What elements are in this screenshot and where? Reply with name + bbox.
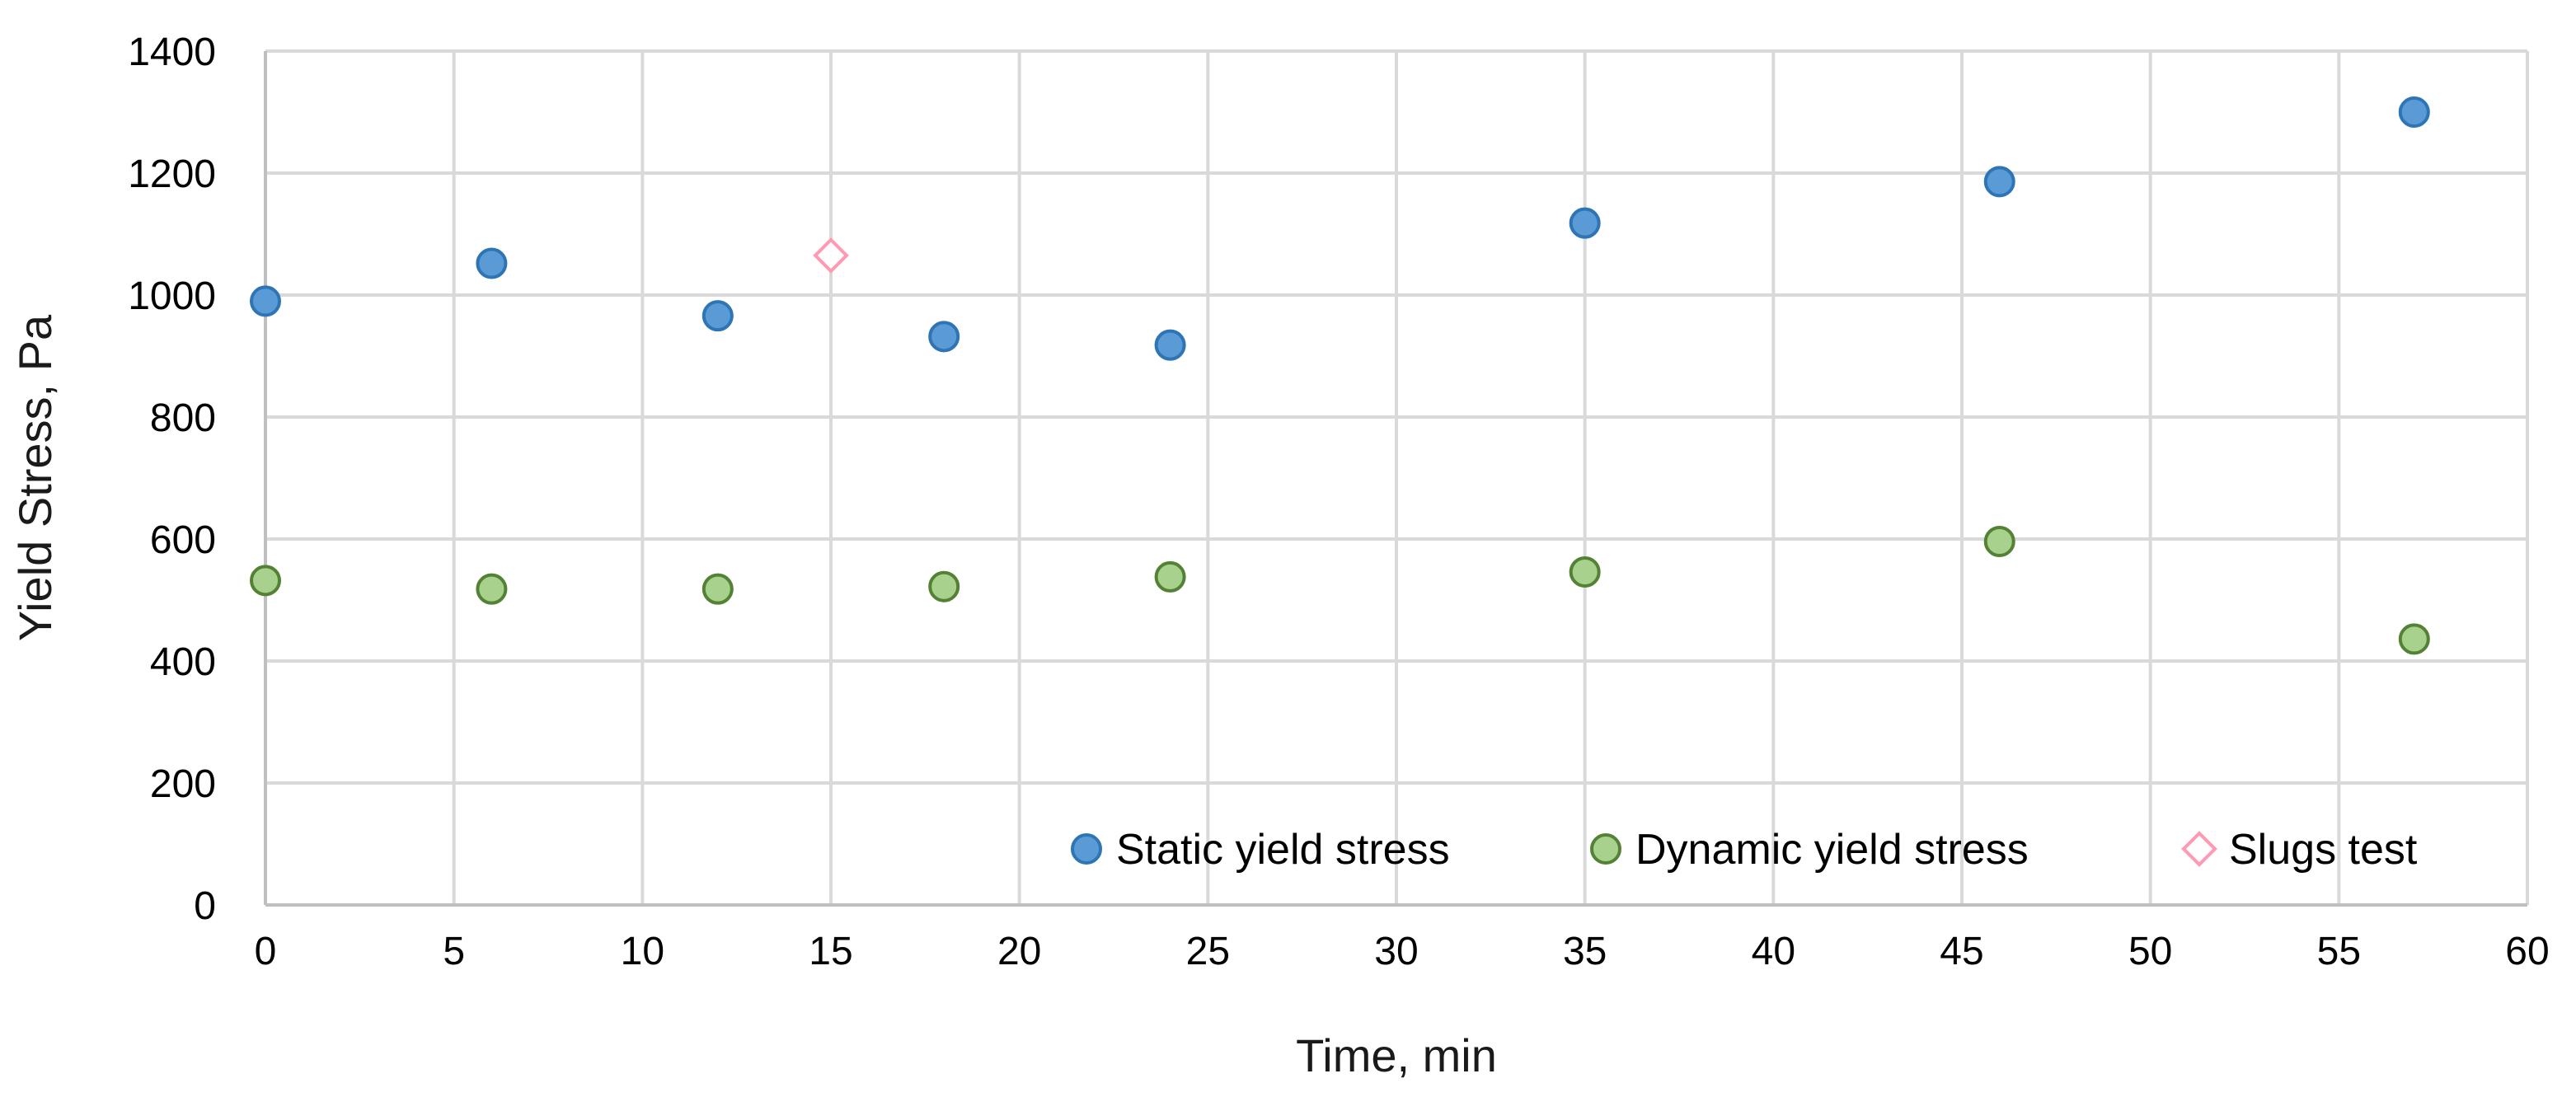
y-axis-ticks: 0 200 400 600 800 1000 1200 1400 bbox=[128, 30, 216, 928]
x-tick-label: 25 bbox=[1186, 930, 1230, 973]
x-axis-ticks: 0 5 10 15 20 25 30 35 40 45 50 55 60 bbox=[255, 930, 2550, 973]
series-1-point bbox=[476, 573, 508, 605]
axes bbox=[264, 51, 2527, 907]
series-0-point bbox=[1569, 207, 1601, 239]
series-0-point bbox=[928, 321, 960, 353]
y-axis-title: Yield Stress, Pa bbox=[9, 314, 61, 641]
series-1-point bbox=[1154, 560, 1186, 593]
x-axis-title: Time, min bbox=[1296, 1029, 1497, 1081]
legend-label-0: Static yield stress bbox=[1116, 826, 1450, 874]
series-0-point bbox=[1983, 166, 2015, 198]
legend-label-1: Dynamic yield stress bbox=[1635, 826, 2029, 874]
grid bbox=[264, 49, 2529, 907]
series-1-point bbox=[928, 570, 960, 602]
x-tick-label: 10 bbox=[621, 930, 664, 973]
y-tick-label: 200 bbox=[150, 762, 216, 806]
y-tick-label: 800 bbox=[150, 396, 216, 440]
y-tick-label: 400 bbox=[150, 640, 216, 684]
legend: Static yield stress Dynamic yield stress S… bbox=[1071, 826, 2418, 874]
series-0-point bbox=[701, 300, 734, 332]
series-1-point bbox=[2398, 623, 2430, 655]
y-tick-label: 1400 bbox=[128, 30, 216, 74]
data-points bbox=[250, 96, 2430, 655]
x-tick-label: 20 bbox=[997, 930, 1041, 973]
x-tick-label: 0 bbox=[255, 930, 277, 973]
series-1-point bbox=[1983, 525, 2015, 557]
legend-label-2: Slugs test bbox=[2229, 826, 2418, 874]
y-tick-label: 600 bbox=[150, 518, 216, 562]
series-0-point bbox=[250, 285, 281, 317]
x-tick-label: 35 bbox=[1563, 930, 1607, 973]
x-tick-label: 15 bbox=[809, 930, 852, 973]
series-1-point bbox=[1569, 556, 1601, 588]
series-1-point bbox=[701, 573, 734, 605]
series-0-point bbox=[476, 247, 508, 279]
x-tick-label: 45 bbox=[1940, 930, 1983, 973]
x-tick-label: 30 bbox=[1374, 930, 1418, 973]
x-tick-label: 60 bbox=[2505, 930, 2549, 973]
legend-marker-0 bbox=[1071, 833, 1102, 865]
series-0-point bbox=[2398, 96, 2430, 128]
y-tick-label: 1200 bbox=[128, 152, 216, 196]
x-tick-label: 55 bbox=[2317, 930, 2361, 973]
y-tick-label: 0 bbox=[194, 884, 216, 928]
series-1-point bbox=[250, 565, 281, 597]
y-tick-label: 1000 bbox=[128, 274, 216, 318]
x-tick-label: 50 bbox=[2128, 930, 2172, 973]
legend-marker-2 bbox=[2181, 831, 2217, 867]
series-0-point bbox=[1154, 329, 1186, 361]
series-2-point bbox=[813, 237, 849, 274]
x-tick-label: 40 bbox=[1752, 930, 1795, 973]
x-tick-label: 5 bbox=[443, 930, 465, 973]
legend-marker-1 bbox=[1590, 833, 1621, 865]
